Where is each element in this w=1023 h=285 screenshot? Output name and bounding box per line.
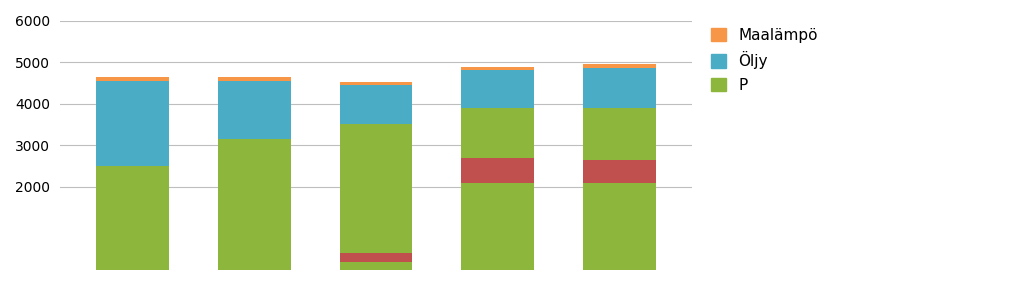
Bar xyxy=(96,166,169,270)
Bar xyxy=(461,158,534,183)
Bar xyxy=(340,125,412,253)
Legend: Maalämpö, Öljy, P: Maalämpö, Öljy, P xyxy=(706,23,822,97)
Bar xyxy=(340,82,412,85)
Bar xyxy=(340,85,412,125)
Bar xyxy=(340,253,412,262)
Bar xyxy=(461,67,534,70)
Bar xyxy=(583,108,656,160)
Bar xyxy=(340,262,412,270)
Bar xyxy=(583,183,656,270)
Bar xyxy=(461,70,534,108)
Bar xyxy=(96,77,169,81)
Bar xyxy=(461,183,534,270)
Bar xyxy=(583,64,656,68)
Bar xyxy=(96,81,169,166)
Bar xyxy=(218,77,291,81)
Bar xyxy=(583,68,656,108)
Bar xyxy=(218,81,291,139)
Bar xyxy=(218,139,291,270)
Bar xyxy=(461,108,534,158)
Bar xyxy=(583,160,656,183)
